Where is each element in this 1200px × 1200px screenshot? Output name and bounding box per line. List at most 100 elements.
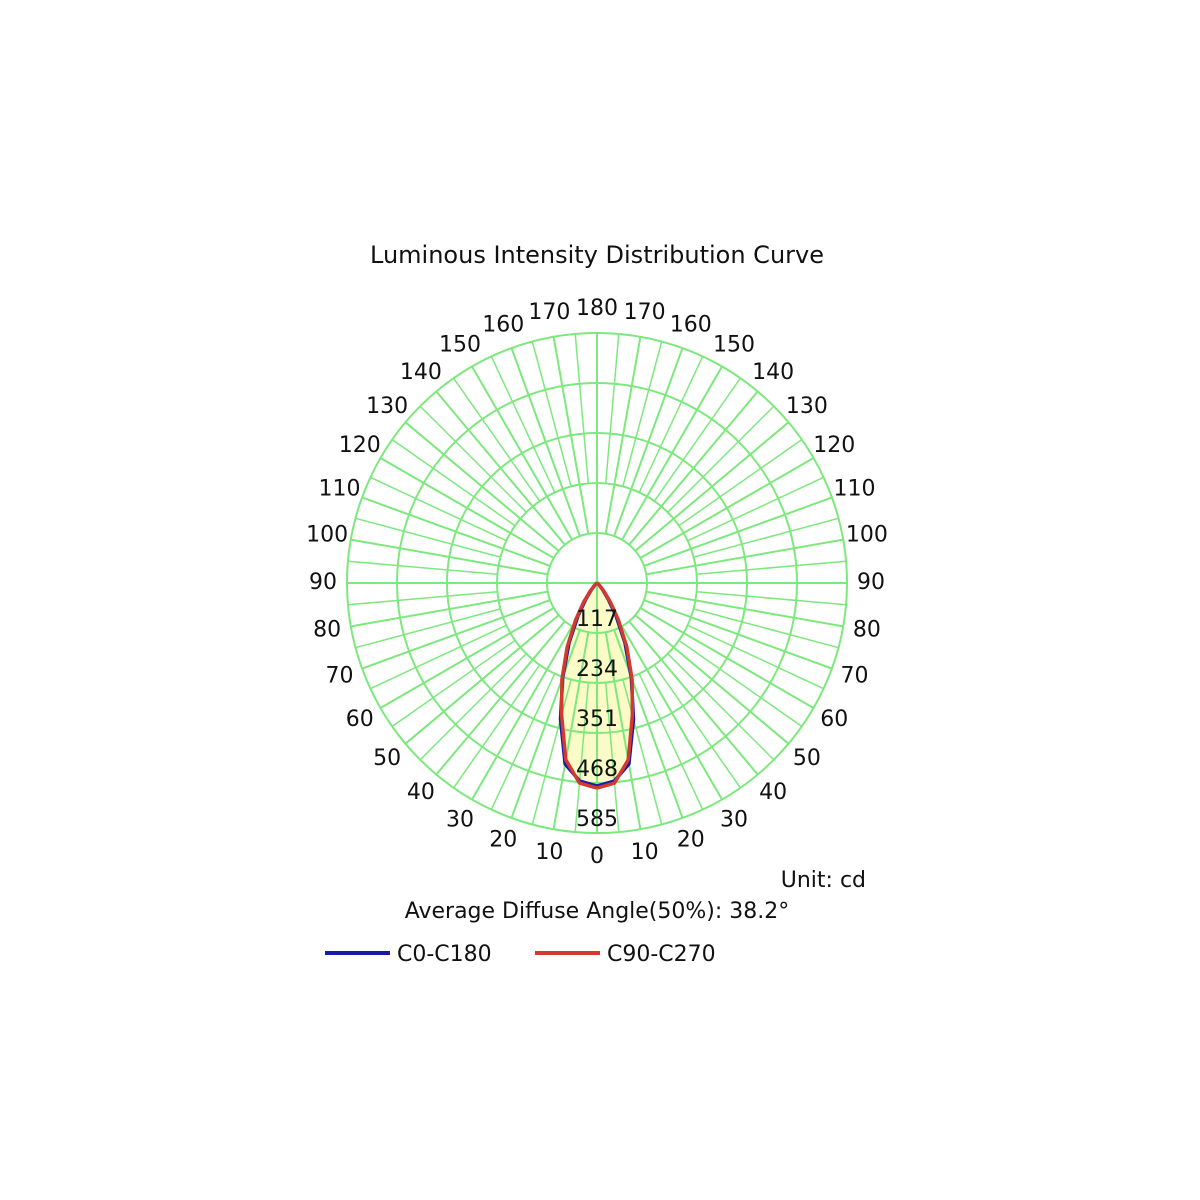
angle-label: 170 (528, 300, 570, 325)
grid-spoke (621, 365, 723, 541)
grid-spoke-minor (452, 664, 541, 789)
grid-spoke-minor (490, 356, 556, 493)
grid-spoke-minor (693, 608, 839, 649)
grid-spoke (639, 607, 815, 709)
grid-spoke-minor (622, 679, 663, 825)
angle-label: 90 (309, 570, 337, 595)
grid-spoke (471, 625, 573, 801)
grid-spoke-minor (531, 679, 572, 825)
grid-spoke (435, 620, 566, 776)
grid-spoke-minor (653, 664, 742, 789)
angle-label: 110 (319, 476, 361, 501)
grid-spoke (604, 336, 642, 534)
chart-title: Luminous Intensity Distribution Curve (370, 241, 824, 269)
grid-spoke-minor (667, 653, 775, 761)
angle-label: 100 (306, 522, 348, 547)
grid-spoke-minor (347, 590, 498, 606)
grid-spoke (510, 629, 581, 819)
angle-label: 70 (840, 664, 868, 689)
grid-spoke-minor (355, 517, 501, 558)
grid-spoke (350, 590, 548, 628)
grid-spoke-minor (347, 560, 498, 576)
grid-spoke (646, 538, 844, 576)
angle-label: 170 (624, 300, 666, 325)
grid-spoke (628, 390, 759, 546)
unit-label: Unit: cd (781, 868, 866, 893)
angle-label: 20 (489, 827, 517, 852)
angle-label: 150 (713, 333, 755, 358)
angle-label: 30 (720, 807, 748, 832)
grid-spoke-minor (678, 438, 803, 527)
angle-label: 10 (631, 840, 659, 865)
angle-label: 130 (786, 394, 828, 419)
angle-label: 40 (407, 780, 435, 805)
grid-spoke-minor (490, 673, 556, 810)
legend-label: C90-C270 (607, 942, 716, 967)
angle-label: 140 (752, 360, 794, 385)
note: Average Diffuse Angle(50%): 38.2° (405, 899, 790, 924)
radial-label: 117 (576, 607, 618, 632)
grid-spoke (634, 614, 790, 745)
angle-label: 50 (373, 746, 401, 771)
grid-spoke (613, 629, 684, 819)
angle-label: 160 (482, 313, 524, 338)
legend-label: C0-C180 (397, 942, 492, 967)
angle-label: 130 (366, 394, 408, 419)
series-curve (559, 581, 599, 790)
radial-label: 234 (576, 657, 618, 682)
grid-spoke (350, 538, 548, 576)
radial-label: 351 (576, 707, 618, 732)
angle-label: 140 (400, 360, 442, 385)
grid-spoke (646, 590, 844, 628)
grid-spoke (361, 496, 551, 567)
grid-spoke (471, 365, 573, 541)
grid-spoke-minor (370, 624, 507, 690)
grid-spoke-minor (687, 624, 824, 690)
grid-spoke (621, 625, 723, 801)
grid-spoke-minor (355, 608, 501, 649)
radial-label: 468 (576, 757, 618, 782)
angle-label: 30 (446, 807, 474, 832)
grid-spoke-minor (638, 356, 704, 493)
grid-spoke-minor (638, 673, 704, 810)
angle-label: 110 (833, 476, 875, 501)
grid-spoke (639, 457, 815, 559)
grid-spoke-minor (667, 405, 775, 513)
grid-spoke-minor (696, 560, 847, 576)
angle-label: 20 (677, 827, 705, 852)
grid-spoke (552, 632, 590, 830)
grid-spoke (404, 421, 560, 552)
grid-spoke (643, 496, 833, 567)
angle-label: 80 (853, 618, 881, 643)
grid-spoke (379, 457, 555, 559)
angle-label: 150 (439, 333, 481, 358)
series-curve (595, 581, 635, 790)
angle-label: 160 (670, 313, 712, 338)
grid-spoke (613, 347, 684, 537)
grid-spoke (634, 421, 790, 552)
angle-label: 90 (857, 570, 885, 595)
grid-spoke (552, 336, 590, 534)
grid-spoke-minor (574, 333, 590, 484)
grid-spoke (604, 632, 642, 830)
angle-label: 50 (793, 746, 821, 771)
grid-spoke-minor (391, 438, 516, 527)
angle-label: 70 (326, 664, 354, 689)
grid-spoke-minor (531, 341, 572, 487)
angle-label: 60 (820, 707, 848, 732)
grid-spoke-minor (693, 517, 839, 558)
grid-spoke-minor (391, 639, 516, 728)
angle-label: 0 (590, 844, 604, 869)
grid-spoke (435, 390, 566, 546)
angle-label: 60 (346, 707, 374, 732)
grid-spoke (643, 599, 833, 670)
grid-spoke-minor (678, 639, 803, 728)
grid-spoke-minor (696, 590, 847, 606)
grid-spoke-minor (622, 341, 663, 487)
radial-label: 585 (576, 807, 618, 832)
grid-spoke (510, 347, 581, 537)
angle-label: 10 (535, 840, 563, 865)
angle-label: 180 (576, 296, 618, 321)
grid-spoke-minor (604, 333, 620, 484)
grid-spoke-minor (452, 377, 541, 502)
